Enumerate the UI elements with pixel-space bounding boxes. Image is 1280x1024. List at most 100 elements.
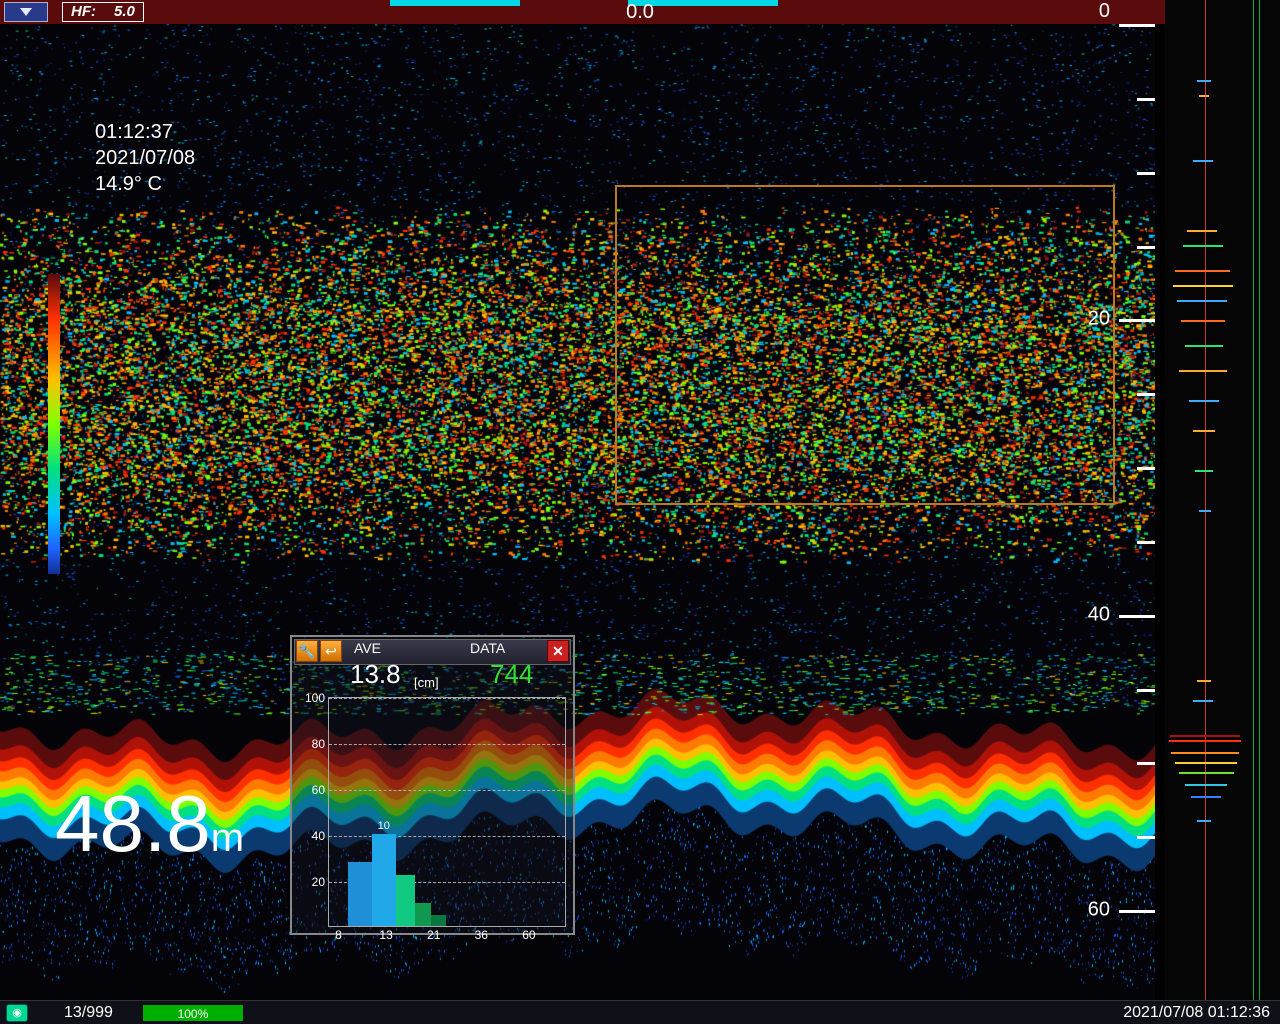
depth-value: 48.8: [55, 779, 211, 868]
depth-readout: 48.8m: [55, 778, 244, 870]
depth-tick: [1137, 467, 1155, 470]
hist-bar: [348, 862, 372, 926]
hf-indicator[interactable]: HF: 5.0: [62, 2, 144, 22]
ascope-mark: [1199, 95, 1209, 97]
depth-tick: [1137, 393, 1155, 396]
color-legend: [48, 274, 60, 574]
fish-histogram-popup[interactable]: 🔧 ↩ ✕ AVE 13.8 [cm] DATA 744 20406080100…: [290, 635, 575, 935]
ascope-mark: [1191, 796, 1221, 798]
data-label: DATA: [470, 640, 505, 656]
ascope-mark: [1199, 510, 1211, 512]
hist-gridline: [329, 790, 565, 791]
ascope-mark: [1197, 80, 1211, 82]
ascope-mark: [1170, 735, 1240, 737]
ascope-mark: [1175, 270, 1230, 272]
ascope-mark: [1179, 772, 1234, 774]
ave-label: AVE: [354, 640, 381, 656]
ascope-mark: [1181, 320, 1225, 322]
depth-tick: [1119, 910, 1155, 913]
depth-tick-label: 60: [1088, 899, 1110, 922]
ascope-mark: [1179, 370, 1227, 372]
close-icon[interactable]: ✕: [547, 640, 569, 662]
depth-tick: [1119, 615, 1155, 618]
ascope-mark: [1175, 762, 1237, 764]
hist-bar: [396, 875, 415, 926]
hist-ylabel: 60: [312, 783, 329, 797]
ascope-mark: [1171, 752, 1239, 754]
ascope-mark: [1189, 400, 1219, 402]
unit-label: [cm]: [414, 675, 439, 690]
progress-label: 100%: [144, 1006, 242, 1022]
ascope-mark: [1197, 820, 1211, 822]
menu-button[interactable]: [4, 2, 48, 22]
hf-label: HF:: [71, 3, 96, 20]
settings-icon[interactable]: 🔧: [296, 640, 318, 662]
hist-bar: [372, 834, 396, 926]
histogram-chart: 2040608010081321366010: [328, 697, 566, 927]
depth-tick: [1119, 319, 1155, 322]
hist-bar-label: 10: [378, 820, 390, 832]
hist-xlabel: 21: [427, 926, 440, 942]
top-bar: HF: 5.0 0.0 0: [0, 0, 1280, 24]
depth-unit: m: [211, 816, 244, 860]
depth-tick: [1137, 762, 1155, 765]
hist-ylabel: 80: [312, 737, 329, 751]
hist-gridline: [329, 744, 565, 745]
ascope-mark: [1169, 740, 1241, 742]
echogram[interactable]: 01:12:37 2021/07/08 14.9° C 48.8m 🔧 ↩ ✕ …: [0, 24, 1155, 1000]
hist-gridline: [329, 836, 565, 837]
a-scope: [1165, 0, 1280, 1000]
ascope-mark: [1197, 680, 1211, 682]
hist-xlabel: 60: [522, 926, 535, 942]
hist-xlabel: 36: [475, 926, 488, 942]
ascope-mark: [1185, 784, 1227, 786]
depth-scale-zero: 0: [1099, 0, 1110, 23]
ascope-mark: [1173, 285, 1233, 287]
hist-ylabel: 100: [305, 691, 329, 705]
ave-value: 13.8: [350, 659, 401, 690]
data-value: 744: [490, 659, 533, 690]
hist-bar: [431, 915, 445, 927]
depth-tick: [1137, 836, 1155, 839]
depth-tick: [1137, 98, 1155, 101]
screen: HF: 5.0 0.0 0 01:12:37 2021/07/08 14.9° C…: [0, 0, 1280, 1024]
depth-tick: [1119, 24, 1155, 27]
ascope-mark: [1185, 345, 1223, 347]
depth-tick: [1137, 541, 1155, 544]
triangle-down-icon: [20, 8, 32, 16]
depth-tick-label: 20: [1088, 308, 1110, 331]
overlay-temp: 14.9° C: [95, 171, 195, 197]
depth-tick-label: 40: [1088, 603, 1110, 626]
depth-tick: [1137, 172, 1155, 175]
progress-bar: 100%: [143, 1005, 243, 1021]
record-counter: 13/999: [64, 1004, 113, 1022]
hf-value: 5.0: [114, 3, 135, 20]
hist-gridline: [329, 698, 565, 699]
ascope-mark: [1183, 245, 1223, 247]
ascope-vline: [1259, 0, 1260, 1000]
reset-icon[interactable]: ↩: [320, 640, 342, 662]
hist-ylabel: 40: [312, 829, 329, 843]
ascope-mark: [1177, 300, 1227, 302]
status-datetime: 2021/07/08 01:12:36: [1123, 1004, 1270, 1022]
ascope-mark: [1195, 470, 1213, 472]
hist-bar: [415, 903, 432, 926]
ascope-mark: [1193, 700, 1213, 702]
record-icon[interactable]: ◉: [6, 1004, 28, 1022]
nav-segment-1: [390, 0, 520, 6]
hist-ylabel: 20: [312, 875, 329, 889]
depth-tick: [1137, 246, 1155, 249]
selection-rectangle[interactable]: [615, 185, 1115, 505]
ascope-vline: [1253, 0, 1254, 1000]
depth-scale: 20 40 60: [1060, 24, 1155, 1000]
ascope-vline: [1205, 0, 1206, 1000]
overlay-text: 01:12:37 2021/07/08 14.9° C: [95, 119, 195, 197]
hist-xlabel: 13: [379, 926, 392, 942]
ascope-mark: [1193, 430, 1215, 432]
top-center-value: 0.0: [626, 0, 654, 24]
hist-xlabel: 8: [335, 926, 342, 942]
overlay-date: 2021/07/08: [95, 145, 195, 171]
depth-tick: [1137, 689, 1155, 692]
status-bar: ◉ 13/999 100% 2021/07/08 01:12:36: [0, 1000, 1280, 1024]
overlay-time: 01:12:37: [95, 119, 195, 145]
